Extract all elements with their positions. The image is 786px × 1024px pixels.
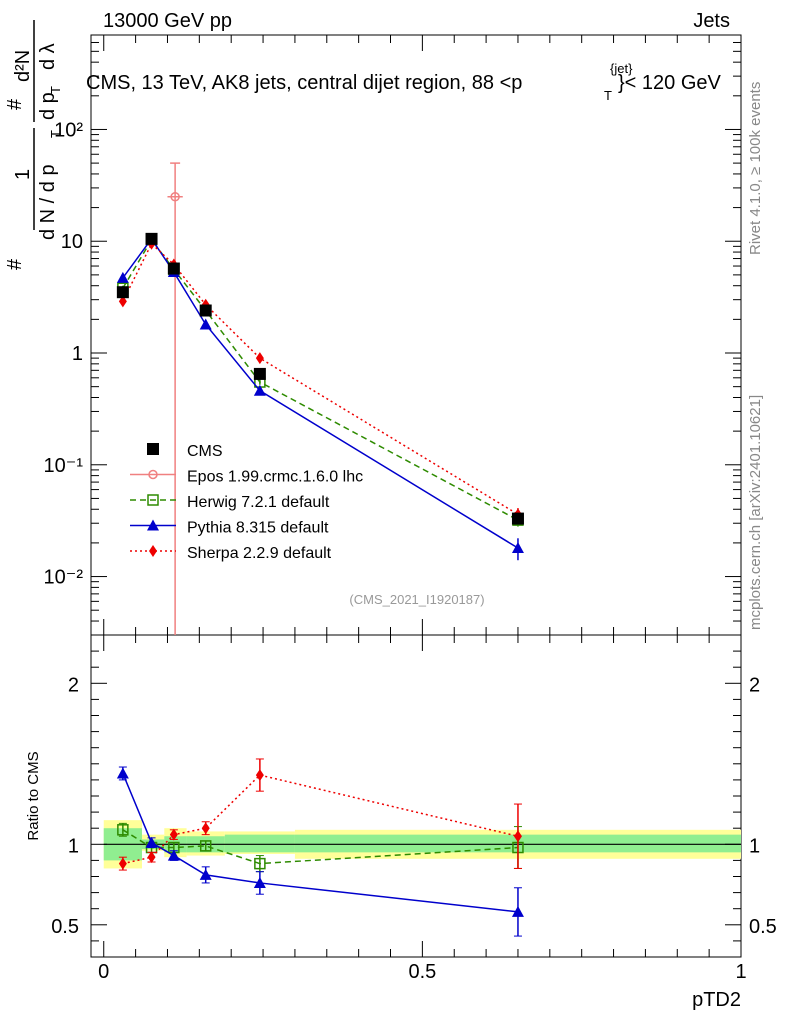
ratio-layer: 0.5 0.5 1 1 2 2 0 0.5 1	[51, 635, 777, 983]
main-ylabel: # 1 d N / d p T # d²N d p T d λ	[4, 20, 63, 270]
main-ytick-label: 10⁻¹	[44, 455, 84, 477]
legend-label: Herwig 7.2.1 default	[187, 494, 330, 511]
series-sherpa-2-2-9-default-line	[122, 242, 519, 516]
data-point	[255, 352, 264, 365]
header-right: Jets	[693, 10, 730, 32]
title-post: }< 120 GeV	[618, 72, 722, 94]
xlabel: pTD2	[692, 989, 741, 1011]
ratio-point	[116, 767, 129, 779]
legend-marker	[147, 443, 159, 455]
ratio-point	[145, 836, 158, 848]
data-point	[253, 384, 266, 396]
ratio-ytick-label: 1	[68, 835, 79, 857]
series-cms	[116, 232, 524, 525]
legend-label: Epos 1.99.crmc.1.6.0 lhc	[187, 469, 363, 486]
series-herwig-7-2-1-default-line	[122, 238, 519, 521]
legend-marker	[147, 519, 159, 531]
main-ytick-label: 10⁻²	[44, 567, 84, 589]
ratio-point	[118, 857, 127, 870]
main-title: CMS, 13 TeV, AK8 jets, central dijet reg…	[86, 61, 722, 103]
ylabel-hash-1: #	[4, 258, 26, 270]
ratio-point	[199, 840, 212, 852]
series-pythia-8-315-default	[116, 232, 524, 561]
data-point	[145, 232, 158, 245]
ylabel-dl: d λ	[37, 43, 59, 70]
analysis-watermark: (CMS_2021_I1920187)	[349, 592, 484, 607]
ratio-series-pythia-8-315-default	[116, 766, 524, 937]
ratio-series-pythia-8-315-default-line	[122, 773, 519, 913]
ratio-point	[511, 905, 524, 917]
data-point	[116, 271, 129, 283]
ratio-ytick-label: 2	[68, 674, 79, 696]
legend-label: CMS	[187, 443, 223, 460]
legend-marker	[148, 469, 158, 480]
xtick-label: 0.5	[408, 961, 436, 983]
legend-entry-4: Sherpa 2.2.9 default	[130, 545, 332, 562]
legend: CMS Epos 1.99.crmc.1.6.0 lhc Herwig 7.2.1 …	[130, 443, 363, 562]
header-left: 13000 GeV pp	[103, 10, 232, 32]
data-point	[170, 192, 180, 202]
data-point	[118, 295, 127, 308]
legend-entry-2: Herwig 7.2.1 default	[130, 494, 330, 511]
ratio-ytick-label-right: 2	[749, 674, 760, 696]
legend-marker	[147, 494, 159, 506]
uncertainty-band-green	[224, 834, 295, 853]
ratio-ytick-label-right: 0.5	[749, 916, 777, 938]
ylabel-dp: d p	[37, 92, 59, 120]
data-point	[253, 367, 266, 380]
main-layer: 10⁻² 10⁻¹ 1 10 10²	[44, 34, 742, 636]
ylabel-dn: d N / d p	[37, 164, 59, 240]
legend-label: Sherpa 2.2.9 default	[187, 545, 332, 562]
main-ytick-label: 10²	[54, 119, 83, 141]
ratio-series-herwig-7-2-1-default-line	[122, 829, 519, 865]
data-point	[511, 542, 524, 554]
legend-entry-3: Pythia 8.315 default	[130, 519, 329, 537]
xtick-label: 0	[98, 961, 109, 983]
ratio-point	[253, 876, 266, 888]
title-sup: {jet}	[610, 61, 633, 76]
ratio-point	[513, 830, 522, 843]
ratio-point	[167, 849, 180, 861]
ratio-ylabel: Ratio to CMS	[25, 751, 42, 840]
title-pre: CMS, 13 TeV, AK8 jets, central dijet reg…	[86, 72, 522, 94]
data-point	[511, 512, 524, 525]
legend-label: Pythia 8.315 default	[187, 520, 329, 537]
data-point	[116, 286, 129, 299]
xtick-label: 1	[735, 961, 746, 983]
legend-marker	[149, 545, 157, 557]
legend-entry-0: CMS	[147, 443, 223, 460]
series-epos-1-99-crmc-1-6-0-lhc	[167, 162, 183, 635]
rivet-label: Rivet 4.1.0, ≥ 100k events	[747, 82, 764, 255]
ratio-point	[147, 851, 156, 864]
ratio-ytick-label-right: 1	[749, 835, 760, 857]
data-point	[199, 318, 212, 330]
title-sub: T	[604, 88, 612, 103]
ratio-point	[169, 828, 178, 841]
legend-entry-1: Epos 1.99.crmc.1.6.0 lhc	[130, 469, 363, 486]
main-ytick-label: 1	[72, 343, 83, 365]
ylabel-one: 1	[12, 169, 34, 180]
ylabel-d2n: d²N	[12, 50, 34, 82]
ratio-ytick-label: 0.5	[51, 916, 79, 938]
ratio-point	[201, 822, 210, 835]
ylabel-t2: T	[48, 86, 63, 94]
series-pythia-8-315-default-line	[122, 237, 519, 549]
mcplots-label: mcplots.cern.ch [arXiv:2401.10621]	[747, 395, 764, 630]
ratio-point	[255, 769, 264, 782]
ratio-point	[254, 857, 266, 870]
ratio-panel-frame	[90, 634, 742, 958]
data-point	[167, 262, 180, 275]
ylabel-hash-2: #	[4, 98, 26, 110]
ylabel-t: T	[48, 130, 63, 138]
main-ytick-label: 10	[61, 231, 83, 253]
data-point	[199, 304, 212, 317]
ratio-point	[117, 824, 129, 836]
ratio-point	[199, 868, 212, 880]
ratio-series-sherpa-2-2-9-default	[118, 758, 522, 871]
